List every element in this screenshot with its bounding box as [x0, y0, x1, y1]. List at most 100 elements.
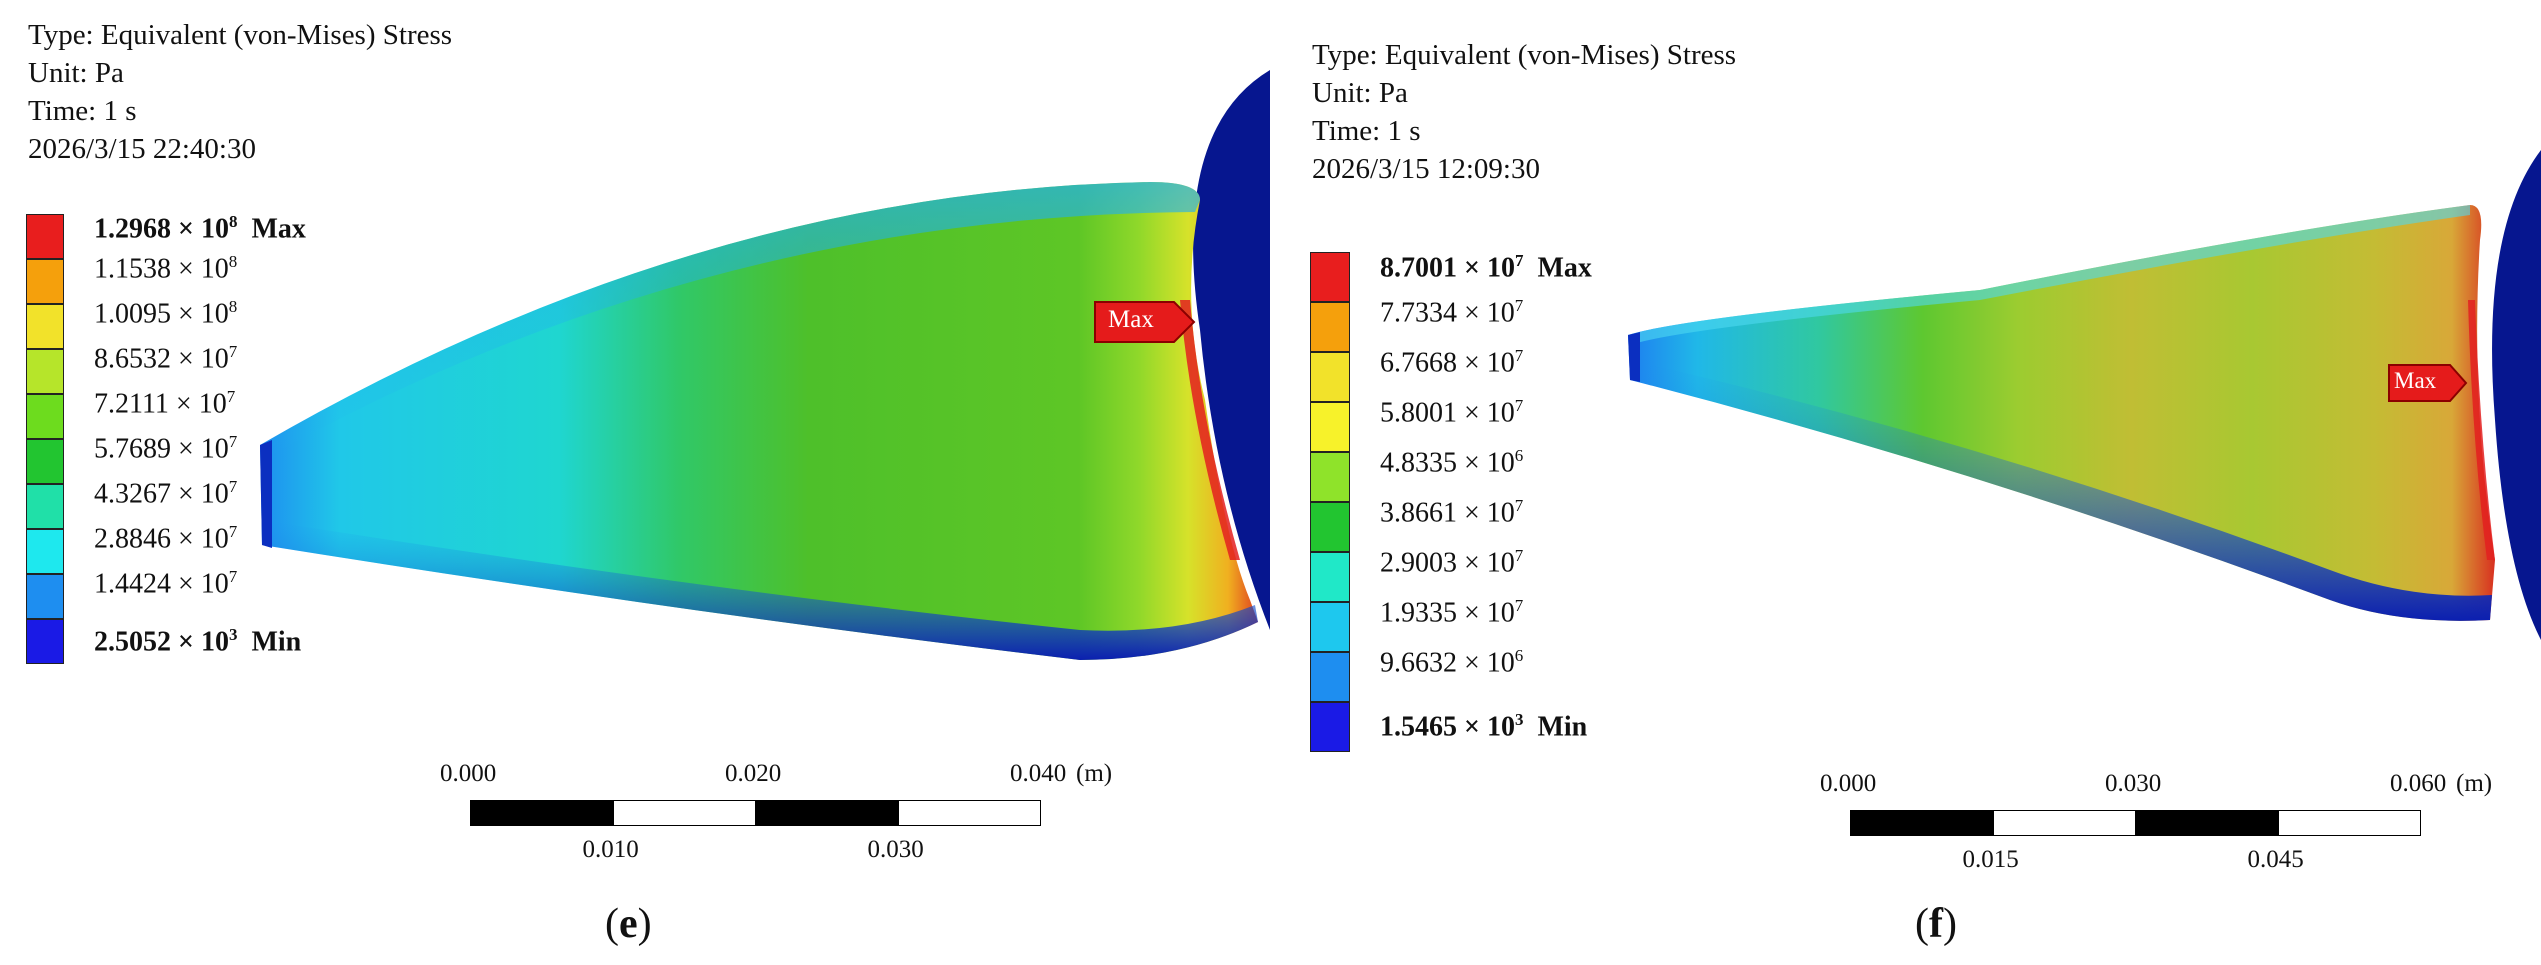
scale-tick-label: 0.060: [2390, 770, 2447, 797]
legend-value: 8.7001 × 107 Max: [1380, 251, 1592, 284]
legend-exponent: 7: [1514, 396, 1524, 416]
legend-entry: 8.6532 × 107: [26, 342, 237, 394]
panel-caption-letter: e: [619, 901, 638, 947]
legend-swatch: [1310, 552, 1350, 602]
legend-exponent: 7: [1514, 296, 1524, 316]
legend-mantissa: 1.2968 × 10: [94, 213, 229, 245]
legend-swatch: [26, 439, 64, 484]
legend-mantissa: 3.8661 × 10: [1380, 497, 1515, 529]
legend-swatch: [1310, 302, 1350, 352]
legend-entry: 9.6632 × 106: [1310, 646, 1523, 702]
legend-swatch: [26, 259, 64, 304]
legend-entry: 1.0095 × 108: [26, 297, 237, 349]
legend-value: 2.9003 × 107: [1380, 546, 1523, 579]
legend-suffix: Max: [1523, 252, 1592, 284]
legend-entry: 8.7001 × 107 Max: [1310, 251, 1592, 302]
hub-shape: [1193, 70, 1270, 630]
panel-caption: (f): [1915, 901, 1957, 947]
stress-contour-model: [1628, 150, 2541, 640]
legend-swatch: [26, 484, 64, 529]
legend-exponent: 3: [228, 624, 238, 644]
scale-tick-label: 0.000: [1820, 770, 1877, 797]
blade-bottom-edge: [1630, 360, 2492, 621]
legend-exponent: 7: [1514, 346, 1524, 366]
legend-entry: 1.2968 × 108 Max: [26, 212, 306, 259]
panel-caption-letter: f: [1929, 901, 1943, 947]
legend-value: 2.5052 × 103 Min: [94, 625, 301, 658]
result-type: Type: Equivalent (von-Mises) Stress: [1312, 39, 1737, 71]
panel-e: Type: Equivalent (von-Mises) Stress Unit…: [0, 0, 1270, 965]
legend-exponent: 7: [228, 432, 238, 452]
max-marker-label: Max: [1108, 306, 1154, 333]
legend-value: 1.0095 × 108: [94, 297, 237, 330]
legend-value: 7.2111 × 107: [94, 387, 235, 420]
legend-value: 9.6632 × 106: [1380, 646, 1523, 679]
legend-mantissa: 1.0095 × 10: [94, 298, 229, 330]
legend-swatch: [1310, 602, 1350, 652]
legend-exponent: 8: [228, 211, 238, 231]
result-type: Type: Equivalent (von-Mises) Stress: [28, 19, 453, 51]
scale-tick-label: 0.030: [867, 836, 924, 863]
legend-exponent: 6: [1514, 446, 1524, 466]
legend-mantissa: 2.5052 × 10: [94, 626, 229, 658]
scale-bar-segment: [612, 800, 756, 826]
info-block: Type: Equivalent (von-Mises) Stress Unit…: [1312, 36, 1736, 188]
legend-mantissa: 4.3267 × 10: [94, 478, 229, 510]
scale-unit-label: (m): [1076, 760, 1113, 787]
result-unit: Unit: Pa: [28, 57, 124, 89]
scale-tick-label: 0.030: [2105, 770, 2162, 797]
legend-mantissa: 1.9335 × 10: [1380, 597, 1515, 629]
legend-mantissa: 5.8001 × 10: [1380, 397, 1515, 429]
legend-suffix: Max: [237, 213, 306, 245]
result-time: Time: 1 s: [1312, 115, 1421, 147]
legend-value: 4.3267 × 107: [94, 477, 237, 510]
scale-unit-label: (m): [2456, 770, 2493, 797]
legend-exponent: 7: [1514, 546, 1524, 566]
legend-mantissa: 1.5465 × 10: [1380, 711, 1515, 743]
info-block: Type: Equivalent (von-Mises) Stress Unit…: [28, 16, 452, 168]
legend-exponent: 7: [228, 477, 238, 497]
result-timestamp: 2026/3/15 22:40:30: [28, 133, 256, 165]
legend-entry: 6.7668 × 107: [1310, 346, 1523, 402]
legend-value: 3.8661 × 107: [1380, 496, 1523, 529]
stress-contour-model: [260, 70, 1270, 660]
legend-mantissa: 2.8846 × 10: [94, 523, 229, 555]
legend-swatch: [1310, 402, 1350, 452]
max-marker-tag: [1094, 301, 1196, 343]
legend-mantissa: 6.7668 × 10: [1380, 347, 1515, 379]
legend-swatch: [1310, 702, 1350, 752]
panel-caption: (e): [605, 901, 652, 947]
legend-swatch: [1310, 652, 1350, 702]
scale-bar-segment: [470, 800, 614, 826]
legend-entry: 7.2111 × 107: [26, 387, 235, 439]
legend-mantissa: 8.7001 × 10: [1380, 252, 1515, 284]
legend-entry: 1.4424 × 107: [26, 567, 237, 619]
scale-bar-segment: [2277, 810, 2421, 836]
legend-mantissa: 2.9003 × 10: [1380, 547, 1515, 579]
legend-swatch: [26, 619, 64, 664]
legend-value: 1.4424 × 107: [94, 567, 237, 600]
legend-value: 1.9335 × 107: [1380, 596, 1523, 629]
legend-swatch: [26, 394, 64, 439]
legend-swatch: [1310, 502, 1350, 552]
scale-tick-label: 0.010: [582, 836, 639, 863]
legend-exponent: 7: [228, 567, 238, 587]
legend-swatch: [26, 304, 64, 349]
legend-mantissa: 4.8335 × 10: [1380, 447, 1515, 479]
legend-swatch: [26, 214, 64, 259]
blade-body: [260, 182, 1258, 660]
legend-value: 5.7689 × 107: [94, 432, 237, 465]
legend-exponent: 7: [228, 342, 238, 362]
blade-root-edge: [1628, 332, 1640, 382]
legend-entry: 3.8661 × 107: [1310, 496, 1523, 552]
legend-value: 1.2968 × 108 Max: [94, 212, 306, 245]
legend-suffix: Min: [237, 626, 302, 658]
scale-bar-segment: [1992, 810, 2136, 836]
legend-mantissa: 7.2111 × 10: [94, 388, 227, 420]
legend-entry: 2.9003 × 107: [1310, 546, 1523, 602]
result-timestamp: 2026/3/15 12:09:30: [1312, 153, 1540, 185]
legend-entry: 4.3267 × 107: [26, 477, 237, 529]
legend-exponent: 7: [1514, 496, 1524, 516]
legend-suffix: Min: [1523, 711, 1588, 743]
legend-entry: 5.8001 × 107: [1310, 396, 1523, 452]
